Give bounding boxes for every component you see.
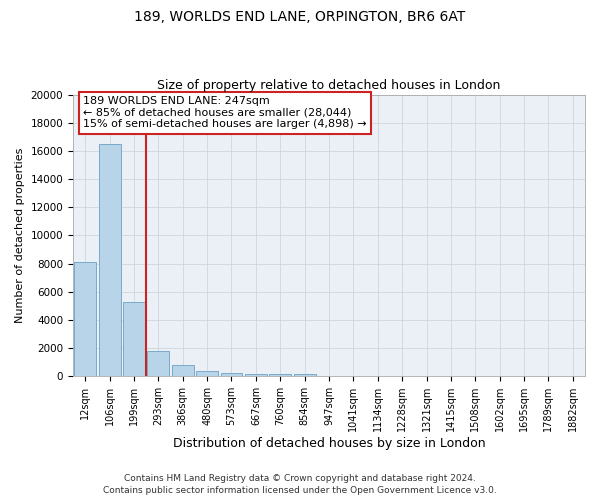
X-axis label: Distribution of detached houses by size in London: Distribution of detached houses by size … (173, 437, 485, 450)
Bar (123, 302, 145, 376)
Bar (293, 374, 316, 376)
Text: 189 WORLDS END LANE: 247sqm
← 85% of detached houses are smaller (28,044)
15% of: 189 WORLDS END LANE: 247sqm ← 85% of det… (83, 96, 367, 129)
Text: 189, WORLDS END LANE, ORPINGTON, BR6 6AT: 189, WORLDS END LANE, ORPINGTON, BR6 6AT (134, 10, 466, 24)
Bar (196, 372, 218, 376)
Bar (98, 144, 121, 376)
Bar (148, 351, 169, 376)
Bar (221, 372, 242, 376)
Y-axis label: Number of detached properties: Number of detached properties (15, 148, 25, 323)
Bar (269, 374, 291, 376)
Bar (74, 262, 96, 376)
Bar (172, 365, 194, 376)
Title: Size of property relative to detached houses in London: Size of property relative to detached ho… (157, 79, 501, 92)
Bar (245, 374, 267, 376)
Text: Contains HM Land Registry data © Crown copyright and database right 2024.
Contai: Contains HM Land Registry data © Crown c… (103, 474, 497, 495)
